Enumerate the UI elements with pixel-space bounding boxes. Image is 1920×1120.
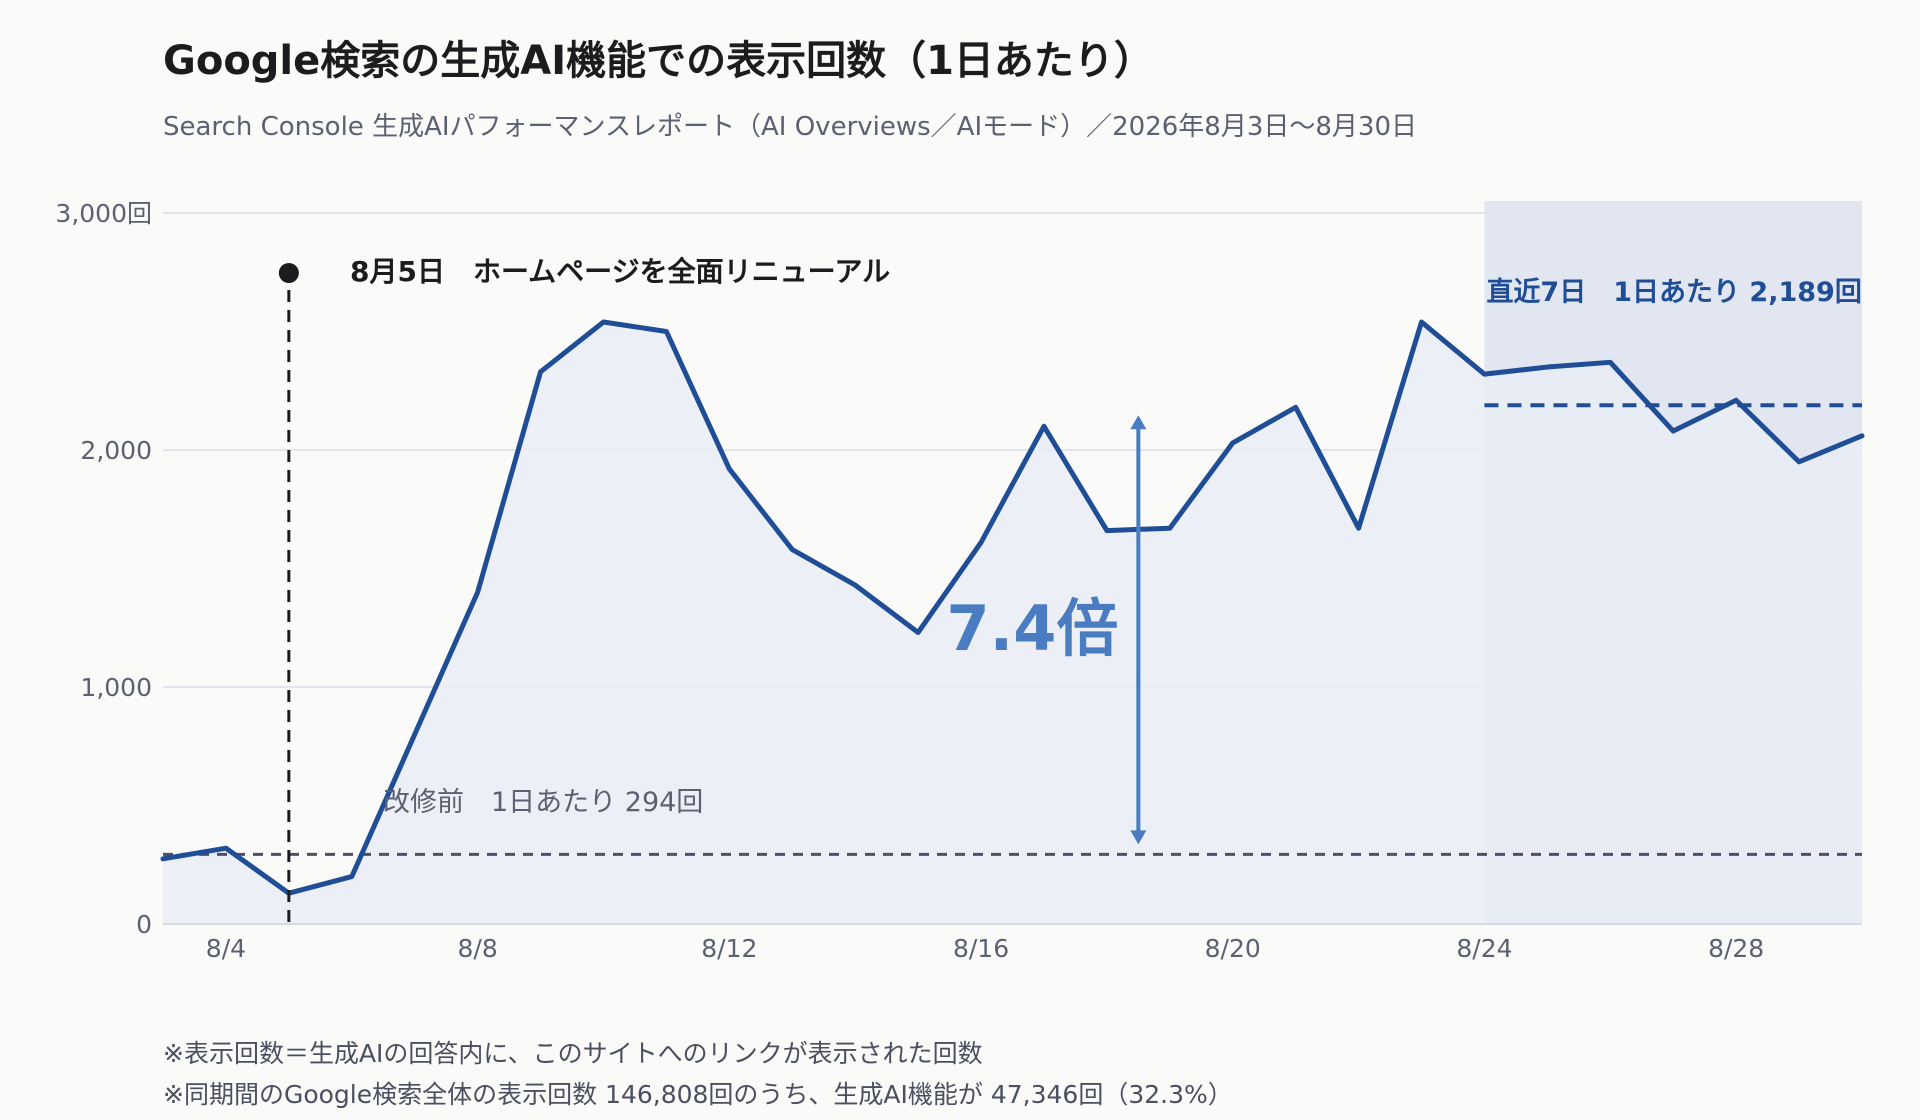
y-tick-label: 3,000回 xyxy=(55,199,152,228)
x-tick-label: 8/16 xyxy=(953,934,1009,963)
multiplier-arrow-head-up xyxy=(1130,415,1147,430)
multiplier-label: 7.4倍 xyxy=(947,592,1119,665)
x-tick-label: 8/8 xyxy=(458,934,498,963)
multiplier-arrow-head-down xyxy=(1130,830,1147,845)
recent-average-label: 直近7日 1日あたり 2,189回 xyxy=(1486,277,1861,308)
x-tick-label: 8/12 xyxy=(701,934,757,963)
y-tick-label: 1,000 xyxy=(80,673,152,702)
series-line xyxy=(160,319,1865,896)
event-marker-dot xyxy=(278,263,299,283)
x-tick-label: 8/4 xyxy=(206,934,246,963)
footnote-definition: ※表示回数＝生成AIの回答内に、このサイトへのリンクが表示された回数 xyxy=(163,1039,983,1068)
x-tick-label: 8/20 xyxy=(1205,934,1261,963)
event-label: 8月5日 ホームページを全面リニューアル xyxy=(350,255,890,288)
baseline-label: 改修前 1日あたり 294回 xyxy=(383,787,703,818)
y-tick-label: 0 xyxy=(136,910,152,939)
page-title: Google検索の生成AI機能での表示回数（1日あたり） xyxy=(163,38,1154,84)
y-tick-label: 2,000 xyxy=(80,436,152,465)
x-tick-label: 8/24 xyxy=(1456,934,1512,963)
page-subtitle: Search Console 生成AIパフォーマンスレポート（AI Overvi… xyxy=(163,112,1418,142)
x-tick-label: 8/28 xyxy=(1708,934,1764,963)
footnote-share: ※同期間のGoogle検索全体の表示回数 146,808回のうち、生成AI機能が… xyxy=(163,1080,1233,1109)
series-area xyxy=(163,322,1862,924)
